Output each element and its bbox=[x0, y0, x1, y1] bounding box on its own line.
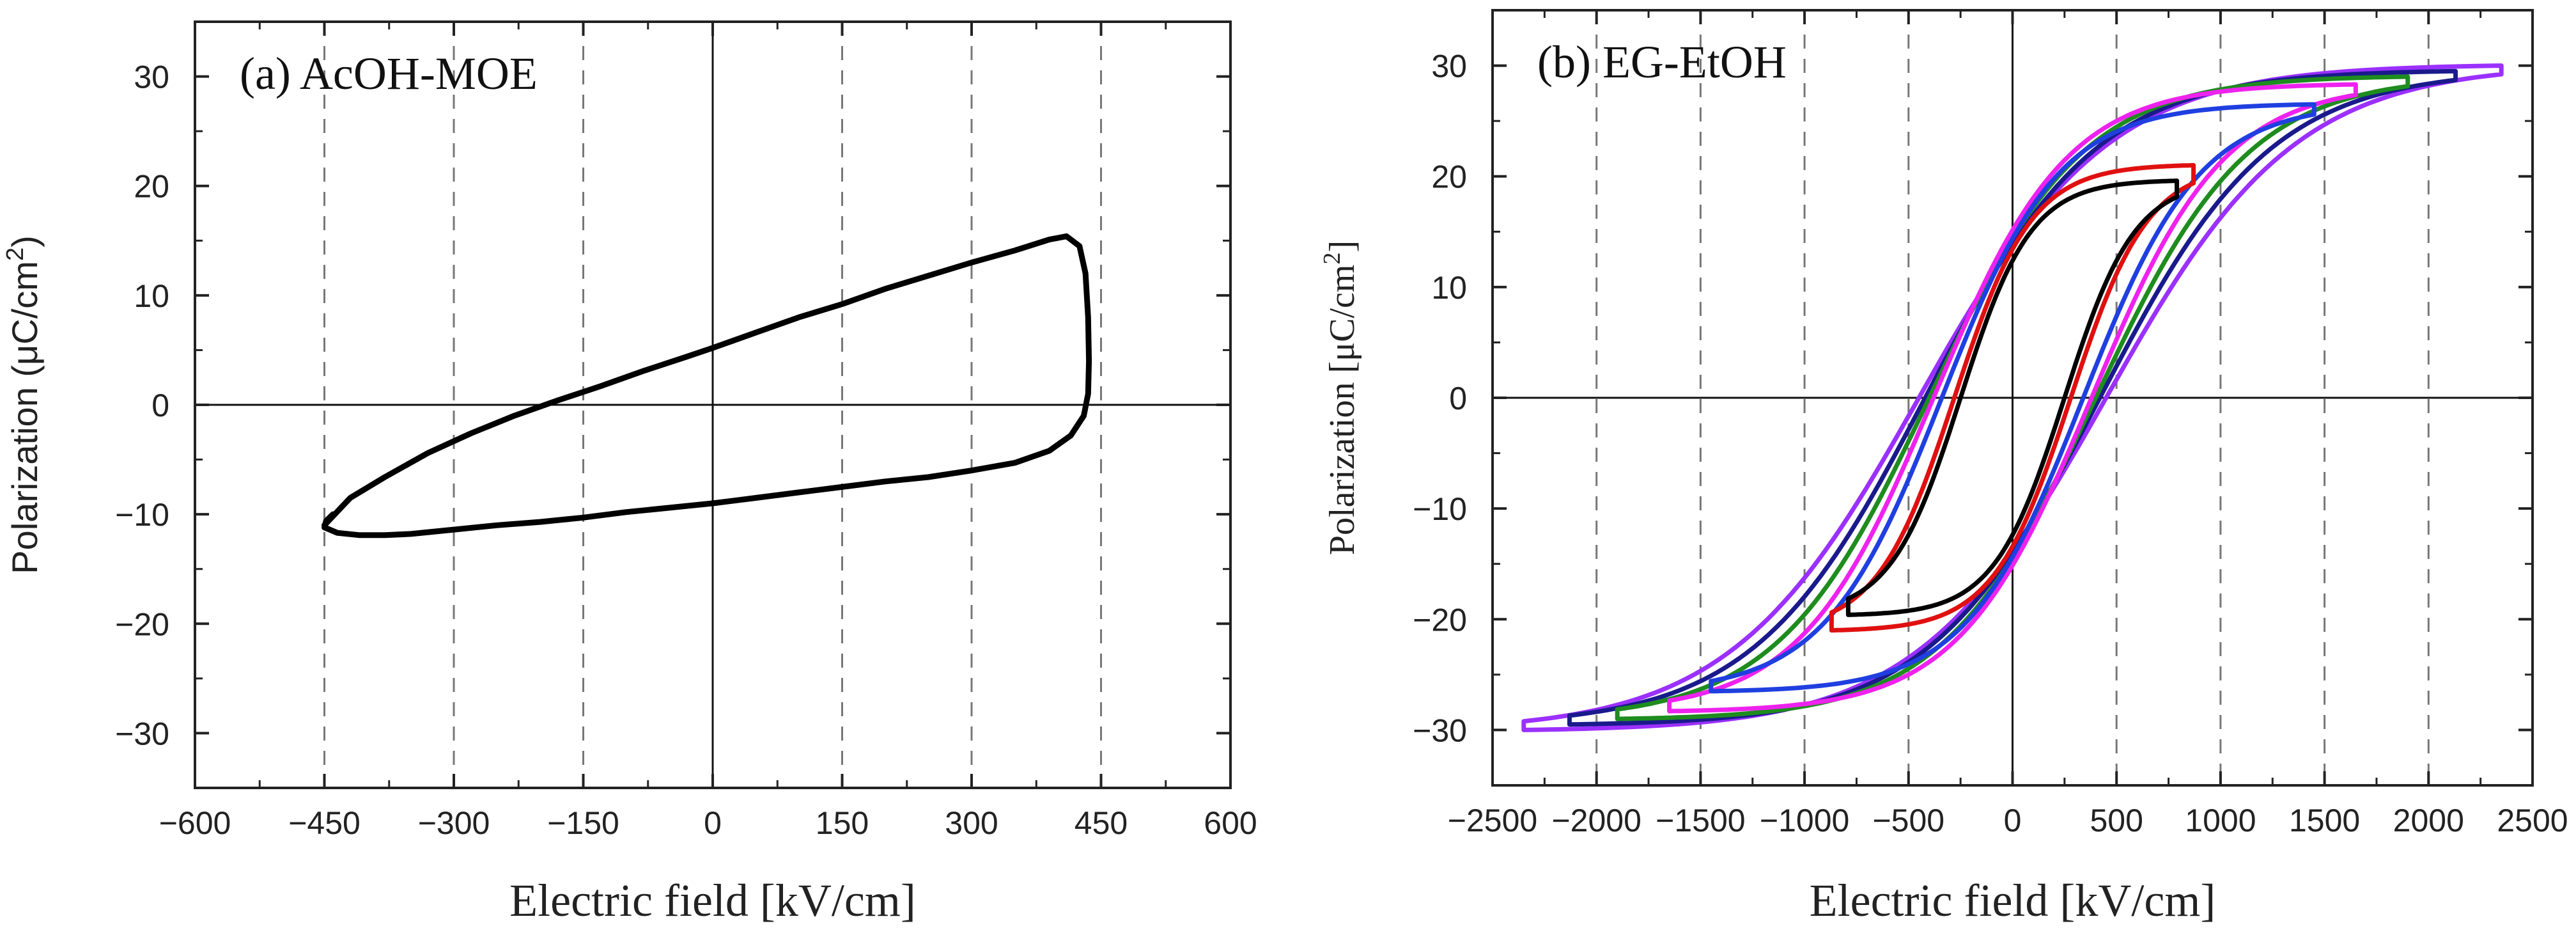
panel-title: (a) AcOH-MOE bbox=[240, 48, 538, 99]
y-tick-label: 30 bbox=[1431, 49, 1467, 84]
series-loop-magenta bbox=[1667, 82, 2358, 714]
series-loop-navy bbox=[1567, 68, 2458, 727]
y-tick-label: 0 bbox=[1449, 381, 1467, 416]
y-tick-label: 10 bbox=[1431, 270, 1467, 306]
panel-title: (b) EG-EtOH bbox=[1537, 36, 1787, 88]
x-tick-label: 150 bbox=[816, 805, 869, 841]
x-tick-label: 600 bbox=[1204, 805, 1257, 841]
x-tick-label: −150 bbox=[547, 805, 619, 841]
y-tick-label: −30 bbox=[115, 716, 169, 751]
y-tick-label: −10 bbox=[115, 497, 169, 533]
x-tick-label: 2500 bbox=[2497, 803, 2568, 838]
y-axis-title: Polarization (μC/cm2) bbox=[2, 235, 45, 574]
x-tick-label: 0 bbox=[2004, 803, 2022, 838]
series-loop-violet bbox=[1521, 63, 2504, 732]
x-tick-label: −500 bbox=[1872, 803, 1944, 838]
series-loop bbox=[322, 233, 1092, 538]
x-axis-title: Electric field [kV/cm] bbox=[509, 875, 916, 926]
x-tick-label: 1000 bbox=[2185, 803, 2256, 838]
y-tick-label: −20 bbox=[115, 606, 169, 642]
x-tick-label: −450 bbox=[288, 805, 361, 841]
series-loop-green bbox=[1615, 74, 2410, 721]
x-tick-label: −1000 bbox=[1760, 803, 1849, 838]
x-axis-title: Electric field [kV/cm] bbox=[1810, 875, 2216, 926]
series-loop-red bbox=[1829, 162, 2196, 633]
y-tick-label: −30 bbox=[1413, 712, 1467, 748]
y-tick-label: 20 bbox=[1431, 159, 1467, 195]
x-tick-label: 1500 bbox=[2289, 803, 2360, 838]
panel-b: −2500 −2000 −1500 −1000 −500 0 500 1000 1500 2000… bbox=[1319, 9, 2568, 926]
y-tick-label: 10 bbox=[134, 278, 169, 314]
y-tick-label: 30 bbox=[134, 59, 169, 95]
y-axis-title: Polarization [μC/cm2] bbox=[1319, 240, 1362, 555]
x-tick-label: −1500 bbox=[1656, 803, 1745, 838]
x-tick-label: 450 bbox=[1075, 805, 1128, 841]
x-tick-label: 0 bbox=[704, 805, 722, 841]
y-tick-label: −10 bbox=[1413, 491, 1467, 527]
series-loop-black bbox=[1845, 178, 2180, 617]
y-tick-label: 0 bbox=[151, 388, 169, 423]
x-tick-label: −600 bbox=[159, 805, 231, 841]
x-tick-label: −300 bbox=[418, 805, 490, 841]
x-tick-label: −2000 bbox=[1551, 803, 1641, 838]
y-tick-label: 20 bbox=[134, 169, 169, 205]
x-tick-label: 500 bbox=[2090, 803, 2143, 838]
series-loop-blue bbox=[1709, 102, 2316, 694]
x-tick-label: 2000 bbox=[2393, 803, 2464, 838]
y-tick-label: −20 bbox=[1413, 602, 1467, 638]
panel-a: −600 −450 −300 −150 0 150 300 450 600 −30 −20 −10 0 1… bbox=[2, 20, 1257, 926]
x-tick-label: −2500 bbox=[1448, 803, 1537, 838]
x-tick-label: 300 bbox=[945, 805, 998, 841]
